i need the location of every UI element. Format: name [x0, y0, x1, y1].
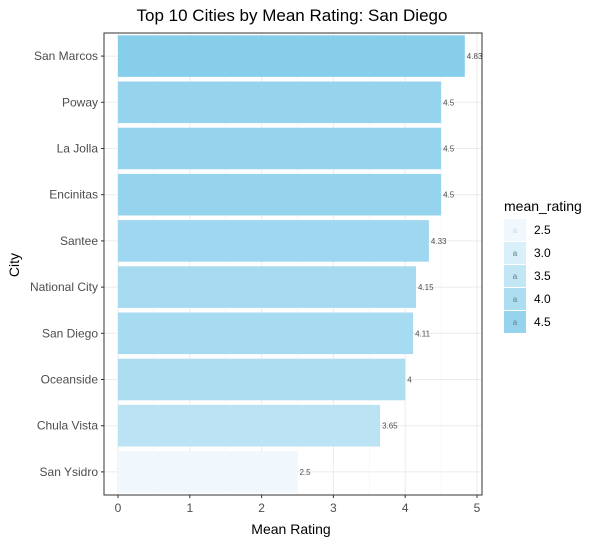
- bar: [118, 266, 416, 308]
- bar: [118, 404, 381, 447]
- x-tick-label: 2: [258, 501, 265, 515]
- plot-panel: 4.83 San Marcos 4.5 Poway 4.5 La Jolla 4.5 Enci…: [30, 32, 483, 515]
- x-tick-label: 1: [186, 501, 193, 515]
- y-tick-label: Oceanside: [41, 373, 99, 387]
- bar: [118, 127, 442, 170]
- bar: [118, 312, 414, 355]
- bar-value-label: 4.11: [415, 329, 431, 338]
- legend-title: mean_rating: [504, 198, 582, 214]
- bar: [118, 173, 442, 216]
- legend-key-glyph: a: [513, 318, 518, 327]
- y-tick-label: San Marcos: [34, 49, 98, 63]
- bar: [118, 451, 298, 493]
- y-tick-label: San Ysidro: [40, 465, 99, 479]
- x-tick-label: 3: [330, 501, 337, 515]
- y-tick-label: Poway: [62, 95, 98, 109]
- bar-value-label: 4.33: [431, 237, 447, 246]
- y-tick-label: Chula Vista: [37, 419, 98, 433]
- legend-key-glyph: a: [513, 249, 518, 258]
- x-tick-label: 5: [474, 501, 481, 515]
- bar: [118, 35, 465, 77]
- legend: mean_rating a 2.5 a 3.0 a 3.5 a 4.0 a 4.5: [504, 198, 582, 333]
- bar-value-label: 3.65: [382, 422, 398, 431]
- y-tick-label: National City: [30, 280, 98, 294]
- bar: [118, 81, 442, 124]
- panel-border: [103, 32, 483, 496]
- bar: [118, 220, 429, 262]
- legend-key-glyph: a: [513, 272, 518, 281]
- legend-key: [504, 242, 526, 264]
- bar-value-label: 4: [407, 376, 412, 385]
- y-tick-label: La Jolla: [57, 142, 99, 156]
- legend-key-glyph: a: [513, 295, 518, 304]
- bar: [118, 358, 406, 401]
- y-tick-label: Encinitas: [49, 188, 98, 202]
- x-tick-label: 0: [115, 501, 122, 515]
- legend-label: 4.0: [534, 292, 551, 306]
- legend-label: 2.5: [534, 223, 551, 237]
- legend-label: 3.5: [534, 269, 551, 283]
- bar-value-label: 4.5: [443, 98, 455, 107]
- bar-value-label: 4.15: [418, 283, 434, 292]
- legend-key: [504, 219, 526, 241]
- x-axis-title: Mean Rating: [251, 521, 330, 537]
- y-axis-title: City: [6, 253, 22, 277]
- y-tick-label: San Diego: [42, 326, 98, 340]
- bar-value-label: 4.5: [443, 145, 455, 154]
- legend-key-glyph: a: [513, 226, 518, 235]
- legend-key: [504, 288, 526, 310]
- legend-label: 4.5: [534, 315, 551, 329]
- x-tick-label: 4: [402, 501, 409, 515]
- bar-value-label: 2.5: [300, 468, 312, 477]
- bar-value-label: 4.83: [467, 52, 483, 61]
- bar-value-label: 4.5: [443, 191, 455, 200]
- legend-key: [504, 311, 526, 333]
- y-tick-label: Santee: [60, 234, 98, 248]
- legend-label: 3.0: [534, 246, 551, 260]
- legend-key: [504, 265, 526, 287]
- chart-title: Top 10 Cities by Mean Rating: San Diego: [137, 6, 448, 25]
